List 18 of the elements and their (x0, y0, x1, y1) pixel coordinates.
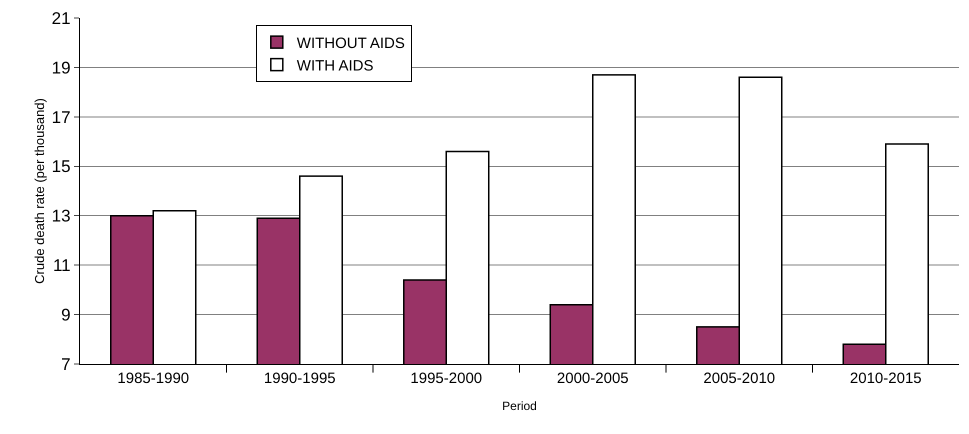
x-axis-title: Period (502, 399, 537, 413)
x-tick-label: 2000-2005 (556, 370, 629, 387)
x-tick-label: 1985-1990 (117, 370, 190, 387)
x-tick-label: 1990-1995 (264, 370, 336, 387)
x-tick-label: 2010-2015 (850, 370, 922, 387)
x-tick-label: 1995-2000 (410, 370, 482, 387)
x-tick-label: 2005-2010 (703, 370, 776, 387)
y-tick-label: 21 (52, 8, 71, 28)
legend-label: WITHOUT AIDS (296, 35, 405, 52)
y-axis-title: Crude death rate (per thousand) (32, 98, 47, 284)
y-tick-label: 11 (52, 256, 71, 276)
y-tick-label: 17 (52, 108, 71, 127)
y-tick-label: 7 (61, 354, 71, 374)
y-tick-label: 15 (52, 157, 71, 176)
y-tick-label: 13 (52, 206, 71, 226)
y-tick-label: 19 (52, 58, 71, 78)
legend-label: WITH AIDS (296, 58, 374, 75)
y-tick-label: 9 (61, 306, 71, 325)
